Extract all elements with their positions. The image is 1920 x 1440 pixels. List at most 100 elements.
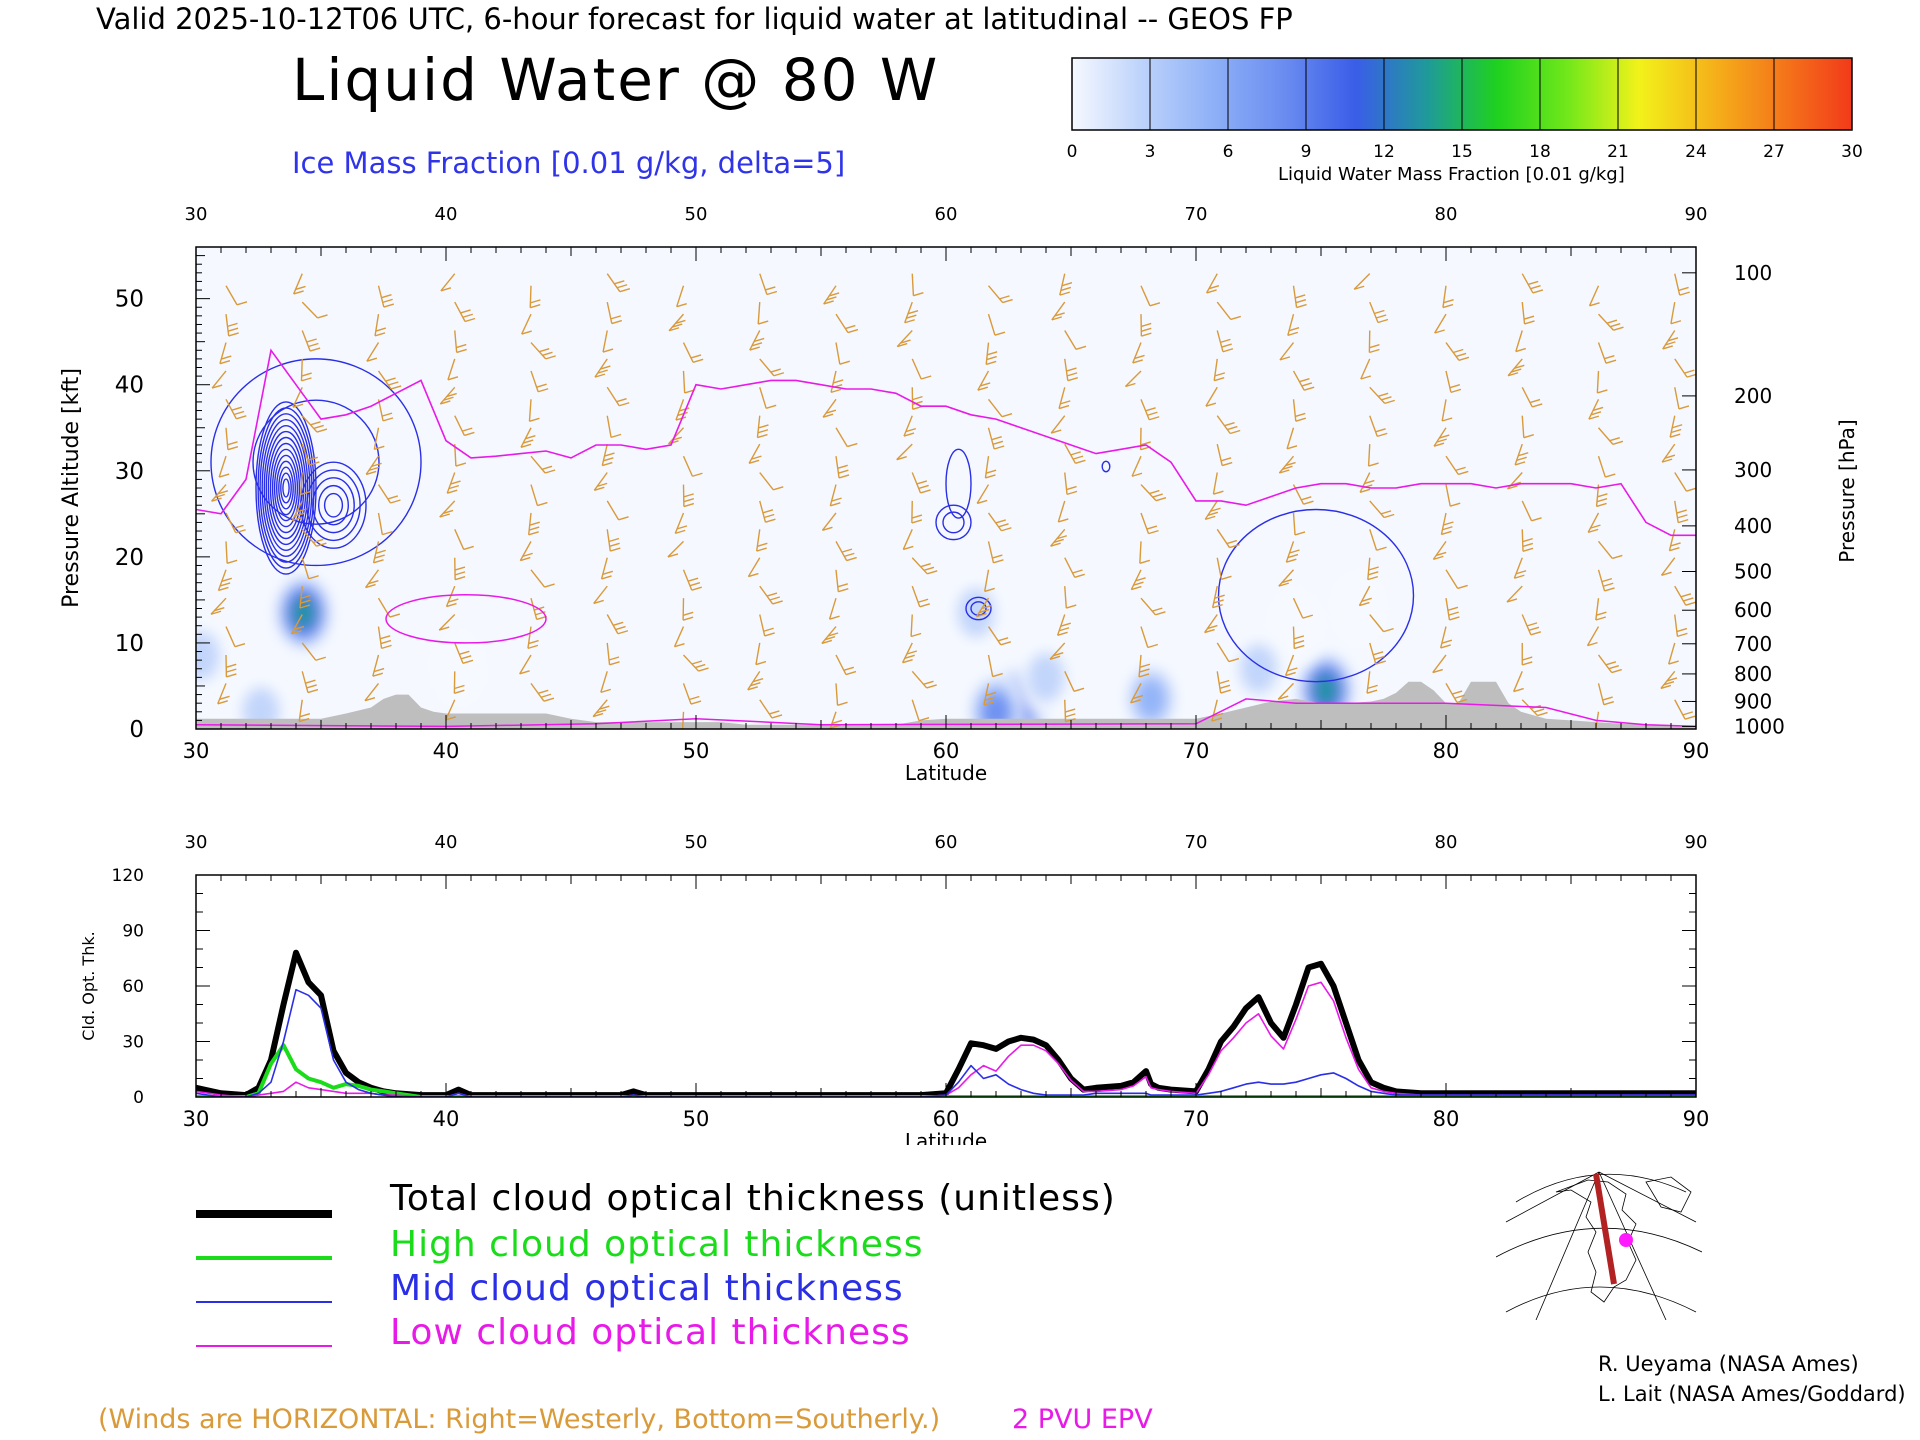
- wind-barb: [301, 301, 328, 319]
- wind-barb: [299, 586, 312, 609]
- ice-contour: [273, 454, 299, 522]
- cross-section-chart: 3030404050506060707080809090010203040501…: [59, 204, 1859, 785]
- map-meridian: [1598, 1171, 1697, 1223]
- high-thickness-line: [196, 1043, 1696, 1097]
- wind-barb: [211, 370, 227, 389]
- wind-barb: [1597, 455, 1616, 478]
- wind-barb: [1597, 683, 1615, 706]
- wind-barb: [1432, 654, 1447, 674]
- wind-barb: [225, 285, 248, 306]
- wind-barb: [1064, 699, 1076, 723]
- wind-barb: [1058, 387, 1071, 410]
- wind-barb: [1360, 358, 1372, 380]
- wind-barb: [1205, 386, 1218, 407]
- ice-contour: [1217, 508, 1415, 683]
- y-tick-label: 0: [133, 1088, 144, 1108]
- wind-barb: [1521, 614, 1542, 636]
- wind-barb: [987, 626, 1012, 646]
- legend-total-label: Total cloud optical thickness (unitless): [390, 1178, 1116, 1219]
- ice-contour: [935, 504, 972, 541]
- ice-contours: [210, 358, 1415, 683]
- wind-barb: [1138, 654, 1151, 678]
- x-tick-label-top: 70: [1185, 832, 1208, 853]
- x-axis-label: Latitude: [905, 761, 987, 785]
- wind-barb: [1211, 699, 1224, 722]
- wind-barb: [217, 683, 230, 705]
- wind-barb: [987, 654, 1003, 678]
- ice-contour: [312, 477, 355, 534]
- colorbar-tick-label: 27: [1763, 142, 1785, 160]
- colorbar-tick-label: 18: [1529, 142, 1551, 160]
- wind-barb: [1130, 569, 1146, 591]
- wind-barb: [835, 313, 859, 334]
- wind-barb: [903, 415, 917, 437]
- wind-barb: [1205, 273, 1220, 294]
- wind-barb: [1521, 386, 1543, 408]
- wind-barb: [1445, 342, 1470, 362]
- wind-barb: [759, 472, 784, 491]
- ice-contour: [276, 460, 297, 516]
- pressure-tick-label: 700: [1734, 632, 1772, 656]
- colorbar-tick-label: 9: [1301, 142, 1312, 160]
- wind-barb: [291, 500, 307, 522]
- wind-barb: [1674, 273, 1690, 296]
- y-tick-label: 30: [122, 1033, 144, 1053]
- wind-barb: [910, 614, 922, 638]
- x-tick-label-top: 30: [185, 204, 208, 225]
- x-tick-label-top: 50: [685, 204, 708, 225]
- wind-barb: [1213, 358, 1226, 382]
- wind-barb: [530, 455, 556, 474]
- colorbar-title: Liquid Water Mass Fraction [0.01 g/kg]: [1278, 164, 1625, 185]
- wind-barb: [1521, 273, 1544, 294]
- pressure-tick-label: 100: [1734, 261, 1772, 285]
- wind-barb: [1670, 301, 1682, 325]
- wind-barb: [1433, 427, 1450, 447]
- wind-barb: [519, 541, 533, 562]
- wind-barb: [1064, 557, 1085, 578]
- optical-frame: [195, 874, 1697, 1098]
- wind-barb: [1596, 370, 1608, 394]
- wind-barb: [301, 415, 328, 433]
- wind-barb: [1369, 386, 1395, 405]
- wind-barb: [1049, 642, 1066, 660]
- wind-barb: [1284, 654, 1298, 677]
- wind-barb: [1521, 642, 1533, 666]
- x-tick-label: 50: [683, 1107, 710, 1131]
- wind-barb: [987, 285, 1013, 304]
- wind-barb: [1674, 699, 1696, 720]
- epv-loop: [385, 593, 547, 644]
- wind-barb: [896, 330, 913, 348]
- wind-barb: [1285, 541, 1300, 563]
- wind-barb: [439, 500, 456, 518]
- wind-barb: [521, 313, 532, 335]
- colorbar-tick-label: 3: [1145, 142, 1156, 160]
- wind-barb: [1139, 541, 1151, 565]
- wind-barb: [1597, 569, 1615, 592]
- ice-contour: [965, 596, 992, 621]
- colorbar-tick-label: 0: [1067, 142, 1078, 160]
- x-tick-label: 70: [1183, 739, 1210, 763]
- legend-total-swatch: [196, 1210, 332, 1218]
- wind-barb: [225, 314, 239, 337]
- wind-barb: [985, 342, 998, 366]
- wind-barb: [1434, 313, 1447, 334]
- pressure-tick-label: 500: [1734, 559, 1772, 583]
- legend-mid-swatch: [196, 1301, 332, 1303]
- wind-barb: [747, 670, 764, 691]
- x-tick-label-top: 90: [1685, 204, 1708, 225]
- wind-barb: [1059, 273, 1073, 296]
- wind-barb: [759, 273, 778, 296]
- x-tick-label: 60: [933, 739, 960, 763]
- colorbar-tick-label: 6: [1223, 142, 1234, 160]
- wind-barb: [682, 683, 702, 705]
- wind-barb: [606, 500, 629, 521]
- wind-barb: [519, 654, 532, 675]
- wind-barb: [759, 585, 783, 605]
- pressure-tick-label: 900: [1734, 689, 1772, 713]
- wind-barb: [1064, 358, 1079, 382]
- wind-barb: [911, 557, 938, 575]
- wind-barb: [682, 569, 702, 591]
- wind-barb: [1211, 585, 1225, 609]
- wind-barb: [1445, 598, 1460, 621]
- wind-barb: [1445, 484, 1461, 507]
